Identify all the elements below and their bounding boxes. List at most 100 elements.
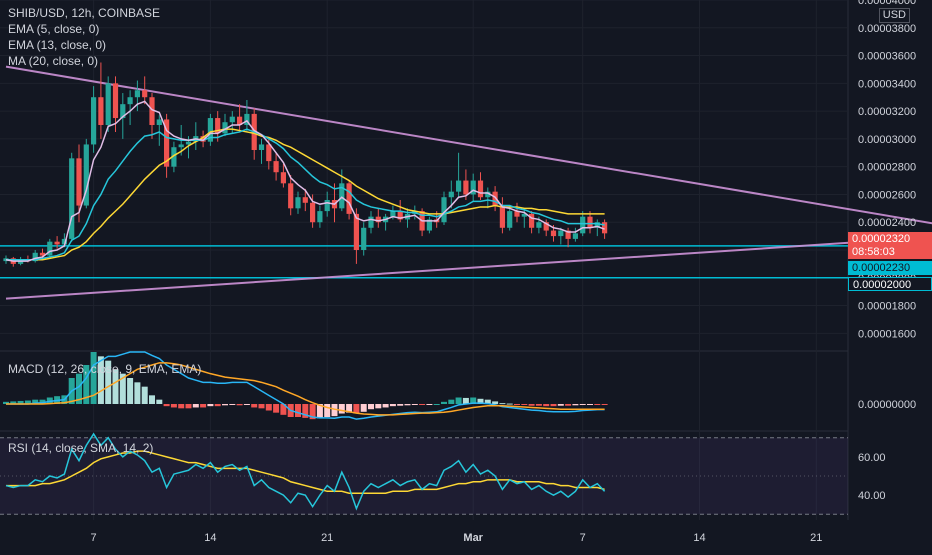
macd-histogram-bar [90,352,97,404]
candle-body [156,119,162,125]
macd-histogram-bar [470,397,477,404]
macd-histogram-bar [295,404,301,417]
countdown-tag: 08:58:03 [848,245,932,259]
macd-histogram-bar [83,365,90,404]
macd-histogram-bar [10,401,17,404]
macd-histogram-bar [178,404,185,409]
candle-body [215,118,221,134]
candle-body [456,180,462,192]
ema13-label: EMA (13, close, 0) [8,38,107,52]
macd-histogram-bar [397,404,404,406]
macd-histogram-bar [514,404,520,405]
candle-body [463,180,469,195]
candle-body [134,90,140,98]
macd-histogram-bar [280,404,287,415]
symbol-title[interactable]: SHIB/USD, 12h, COINBASE [8,5,160,21]
candle-body [361,227,367,250]
macd-tick-label: 0.00000000 [858,399,916,411]
last-price-tag: 0.00002320 [848,232,932,246]
macd-histogram-bar [462,397,469,404]
macd-histogram-bar [170,404,177,408]
rsi-ma-line [6,450,605,494]
candle-body [171,147,177,167]
rsi-legend[interactable]: RSI (14, close, SMA, 14, 2) [8,440,153,456]
candle-body [375,216,381,223]
candle-body [317,211,323,223]
macd-legend[interactable]: MACD (12, 26, close, 9, EMA, EMA) [8,361,201,377]
candle-body [550,230,557,237]
candle-body [295,197,301,209]
candle-body [266,144,272,162]
currency-label[interactable]: USD [878,8,910,23]
macd-histogram-bar [601,404,608,405]
macd-histogram-bar [156,399,163,404]
macd-histogram-bar [353,404,360,414]
candle-body [543,222,549,231]
macd-histogram-bar [506,403,513,405]
candle-body [83,144,89,206]
ema13-line [6,128,605,261]
candle-body [324,200,330,212]
macd-histogram-bar [346,404,353,413]
candle-body [229,116,235,123]
candle-body [368,216,374,228]
macd-histogram-bar [331,404,338,417]
time-tick-label: 7 [580,532,586,544]
macd-histogram-bar [32,399,39,404]
candle-body [602,222,608,234]
macd-histogram-bar [455,397,462,404]
macd-histogram-bar [309,404,316,420]
price-tick-label: 0.00001600 [858,328,916,340]
macd-histogram-bar [579,404,586,405]
candle-body [164,119,170,167]
macd-histogram-bar [273,404,280,413]
candle-body [149,97,155,125]
candle-body [112,83,119,119]
macd-histogram-bar [200,404,207,408]
macd-histogram-bar [236,404,243,406]
candle-body [244,113,250,125]
macd-histogram-bar [214,404,221,407]
candle-body [580,216,586,234]
macd-histogram-bar [192,404,199,408]
price-tick-label: 0.00003600 [858,51,916,63]
candle-body [492,191,498,206]
candle-body [142,90,148,98]
candle-body [237,116,243,125]
time-tick-label: 21 [810,532,822,544]
macd-histogram-bar [265,404,272,411]
candle-body [470,180,476,195]
macd-histogram-bar [419,404,426,405]
macd-histogram-bar [3,401,9,404]
macd-histogram-bar [535,404,542,406]
candle-body [54,241,60,245]
symbol-line: SHIB/USD, 12h, COINBASE [8,6,161,20]
macd-histogram-bar [185,404,192,409]
macd-histogram-bar [543,404,550,407]
candle-body [521,213,527,217]
macd-histogram-bar [594,404,601,405]
candle-body [565,230,571,239]
candle-body [222,122,228,134]
ma20-legend[interactable]: MA (20, close, 0) [8,53,98,69]
macd-histogram-bar [207,404,214,407]
price-tick-label: 0.00002600 [858,189,916,201]
macd-histogram-bar [484,399,491,404]
macd-histogram-bar [375,404,382,409]
candle-body [390,211,396,217]
macd-histogram-bar [163,404,170,407]
macd-histogram-bar [134,382,141,404]
macd-histogram-bar [243,404,250,405]
ema13-legend[interactable]: EMA (13, close, 0) [8,37,106,53]
macd-histogram-bar [17,400,24,404]
macd-histogram-bar [565,404,572,406]
candle-body [200,136,206,142]
candle-body [397,211,403,220]
macd-histogram-bar [105,360,112,404]
ema5-legend[interactable]: EMA (5, close, 0) [8,21,99,37]
trendline [5,65,932,225]
candle-body [485,191,491,198]
candle-body [536,222,542,228]
